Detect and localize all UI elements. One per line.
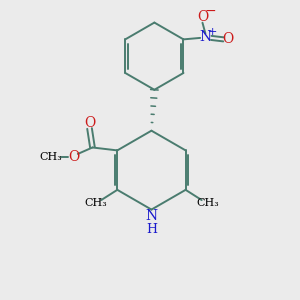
Text: O: O [222,32,233,46]
Text: H: H [146,223,157,236]
Text: −: − [205,4,217,18]
Text: CH₃: CH₃ [84,198,107,208]
Text: O: O [68,150,79,164]
Text: O: O [197,11,208,25]
Text: N: N [146,209,158,223]
Text: CH₃: CH₃ [196,198,219,208]
Text: +: + [208,27,218,37]
Text: N: N [199,30,212,44]
Text: O: O [84,116,95,130]
Text: CH₃: CH₃ [40,152,62,162]
